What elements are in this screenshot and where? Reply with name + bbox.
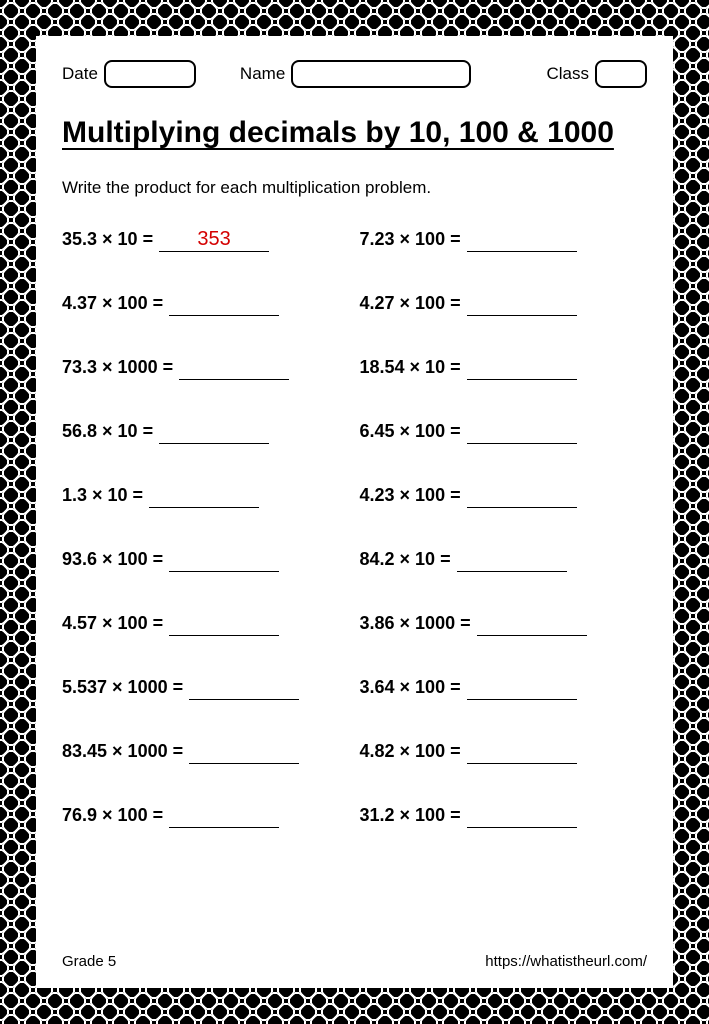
problem-expression: 73.3 × 1000 = <box>62 357 173 378</box>
problem-16: 3.64 × 100 = <box>360 676 648 700</box>
problem-expression: 31.2 × 100 = <box>360 805 461 826</box>
problems-grid: 35.3 × 10 =3537.23 × 100 = 4.37 × 100 = … <box>62 228 647 941</box>
answer-blank[interactable] <box>169 292 279 316</box>
problem-expression: 7.23 × 100 = <box>360 229 461 250</box>
class-label: Class <box>546 64 589 84</box>
date-input-box[interactable] <box>104 60 196 88</box>
instructions-text: Write the product for each multiplicatio… <box>62 178 647 198</box>
problem-expression: 1.3 × 10 = <box>62 485 143 506</box>
problem-expression: 4.57 × 100 = <box>62 613 163 634</box>
name-field: Name <box>240 60 471 88</box>
problem-expression: 5.537 × 1000 = <box>62 677 183 698</box>
problem-14: 3.86 × 1000 = <box>360 612 648 636</box>
class-field: Class <box>546 60 647 88</box>
problem-expression: 84.2 × 10 = <box>360 549 451 570</box>
problem-expression: 35.3 × 10 = <box>62 229 153 250</box>
class-input-box[interactable] <box>595 60 647 88</box>
answer-blank[interactable] <box>169 548 279 572</box>
answer-blank[interactable] <box>457 548 567 572</box>
date-label: Date <box>62 64 98 84</box>
answer-blank[interactable]: 353 <box>159 228 269 252</box>
problem-10: 4.23 × 100 = <box>360 484 648 508</box>
answer-blank[interactable] <box>467 740 577 764</box>
problem-expression: 4.23 × 100 = <box>360 485 461 506</box>
problem-11: 93.6 × 100 = <box>62 548 350 572</box>
problem-expression: 6.45 × 100 = <box>360 421 461 442</box>
problem-expression: 4.27 × 100 = <box>360 293 461 314</box>
answer-blank[interactable] <box>149 484 259 508</box>
problem-expression: 56.8 × 10 = <box>62 421 153 442</box>
problem-6: 18.54 × 10 = <box>360 356 648 380</box>
date-field: Date <box>62 60 196 88</box>
answer-blank[interactable] <box>467 420 577 444</box>
problem-5: 73.3 × 1000 = <box>62 356 350 380</box>
problem-expression: 76.9 × 100 = <box>62 805 163 826</box>
problem-2: 7.23 × 100 = <box>360 228 648 252</box>
problem-1: 35.3 × 10 = 353 <box>62 228 350 252</box>
problem-12: 84.2 × 10 = <box>360 548 648 572</box>
answer-blank[interactable] <box>169 612 279 636</box>
problem-20: 31.2 × 100 = <box>360 804 648 828</box>
problem-8: 6.45 × 100 = <box>360 420 648 444</box>
problem-expression: 18.54 × 10 = <box>360 357 461 378</box>
answer-blank[interactable] <box>179 356 289 380</box>
answer-blank[interactable] <box>467 356 577 380</box>
answer-blank[interactable] <box>169 804 279 828</box>
worksheet-page: Date Name Class Multiplying decimals by … <box>36 36 673 988</box>
decorative-border: Date Name Class Multiplying decimals by … <box>0 0 709 1024</box>
header-row: Date Name Class <box>62 60 647 88</box>
answer-blank[interactable] <box>467 228 577 252</box>
answer-blank[interactable] <box>467 484 577 508</box>
answer-blank[interactable] <box>189 676 299 700</box>
answer-blank[interactable] <box>467 292 577 316</box>
answer-blank[interactable] <box>477 612 587 636</box>
name-label: Name <box>240 64 285 84</box>
problem-expression: 4.37 × 100 = <box>62 293 163 314</box>
answer-blank[interactable] <box>467 676 577 700</box>
problem-13: 4.57 × 100 = <box>62 612 350 636</box>
problem-7: 56.8 × 10 = <box>62 420 350 444</box>
problem-3: 4.37 × 100 = <box>62 292 350 316</box>
problem-15: 5.537 × 1000 = <box>62 676 350 700</box>
problem-expression: 4.82 × 100 = <box>360 741 461 762</box>
problem-17: 83.45 × 1000 = <box>62 740 350 764</box>
problem-4: 4.27 × 100 = <box>360 292 648 316</box>
problem-19: 76.9 × 100 = <box>62 804 350 828</box>
problem-18: 4.82 × 100 = <box>360 740 648 764</box>
answer-blank[interactable] <box>467 804 577 828</box>
worksheet-title: Multiplying decimals by 10, 100 & 1000 <box>62 116 647 150</box>
answer-blank[interactable] <box>159 420 269 444</box>
problem-expression: 83.45 × 1000 = <box>62 741 183 762</box>
name-input-box[interactable] <box>291 60 471 88</box>
problem-expression: 3.86 × 1000 = <box>360 613 471 634</box>
answer-blank[interactable] <box>189 740 299 764</box>
problem-9: 1.3 × 10 = <box>62 484 350 508</box>
problem-expression: 93.6 × 100 = <box>62 549 163 570</box>
grade-label: Grade 5 <box>62 953 116 970</box>
source-url: https://whatistheurl.com/ <box>485 953 647 970</box>
problem-expression: 3.64 × 100 = <box>360 677 461 698</box>
footer: Grade 5 https://whatistheurl.com/ <box>62 953 647 970</box>
